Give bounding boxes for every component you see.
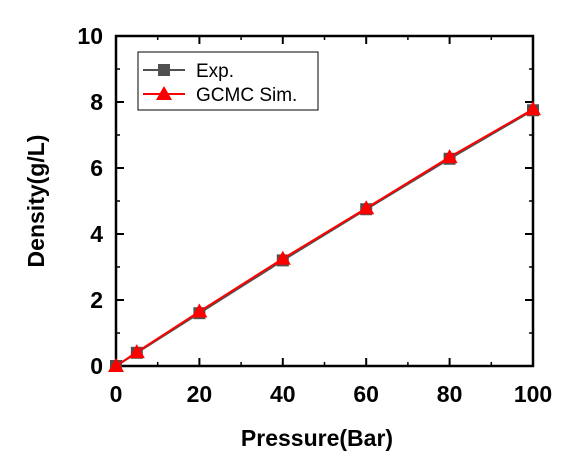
series-line xyxy=(115,109,534,367)
y-tick-label: 8 xyxy=(90,89,103,115)
series-layer xyxy=(108,101,541,372)
x-tick-label: 60 xyxy=(353,381,379,407)
data-point xyxy=(108,358,124,372)
series-2 xyxy=(108,101,541,372)
data-point xyxy=(191,303,208,318)
x-tick-label: 40 xyxy=(270,381,296,407)
data-point xyxy=(525,101,541,116)
y-tick-label: 4 xyxy=(90,221,103,247)
legend-label: Exp. xyxy=(196,61,234,82)
data-point xyxy=(441,149,458,164)
y-axis-title: Density(g/L) xyxy=(23,135,49,268)
series-1 xyxy=(110,104,539,372)
axis-ticks xyxy=(115,35,534,367)
legend: Exp. GCMC Sim. xyxy=(137,51,319,111)
y-tick-label: 2 xyxy=(90,287,103,313)
y-tick-label: 10 xyxy=(77,23,103,49)
x-tick-label: 100 xyxy=(514,381,552,407)
data-point xyxy=(274,250,291,265)
legend-marker xyxy=(158,64,170,76)
x-axis-title: Pressure(Bar) xyxy=(241,425,393,451)
legend-items: Exp. GCMC Sim. xyxy=(143,61,297,106)
legend-label: GCMC Sim. xyxy=(196,85,297,106)
legend-box xyxy=(137,51,319,111)
x-tick-label: 20 xyxy=(187,381,213,407)
x-tick-label: 80 xyxy=(437,381,463,407)
data-point xyxy=(128,344,145,359)
y-tick-label: 0 xyxy=(90,353,103,379)
data-point xyxy=(358,200,375,215)
legend-marker xyxy=(156,86,172,100)
y-tick-label: 6 xyxy=(90,155,103,181)
tick-labels: 0 20 40 60 80 100 0 2 4 6 8 10 xyxy=(77,23,552,407)
x-tick-label: 0 xyxy=(110,381,123,407)
